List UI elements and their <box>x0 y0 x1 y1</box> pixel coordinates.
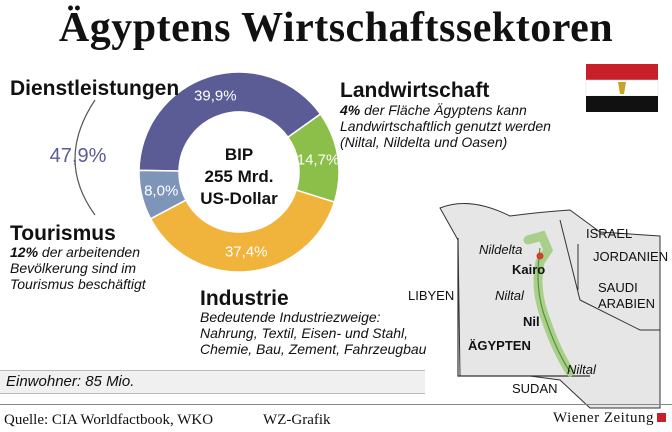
brand-logo: Wiener Zeitung <box>553 410 666 427</box>
legend-dienstleistungen: Dienstleistungen <box>10 77 180 100</box>
egypt-map: Nildelta Kairo Niltal Nil Niltal ÄGYPTEN… <box>408 203 668 409</box>
map-label-kairo: Kairo <box>512 262 545 277</box>
industrie-note: Bedeutende Industriezweige: Nahrung, Tex… <box>200 309 427 357</box>
egypt-flag <box>585 64 659 112</box>
tourismus-note-text: der arbeitenden Bevölkerung sind im Tour… <box>10 244 146 292</box>
tourismus-note: 12% der arbeitenden Bevölkerung sind im … <box>10 244 170 292</box>
center-label-line-2: 255 Mrd. <box>205 167 274 186</box>
map-label-nildelta: Nildelta <box>479 242 522 257</box>
donut-hole <box>179 112 299 232</box>
slice-label-industrie: 37,4% <box>225 244 268 261</box>
map-label-niltal-south: Niltal <box>567 362 597 377</box>
group-bracket <box>74 99 96 216</box>
map-label-israel: ISRAEL <box>586 226 632 241</box>
footer-source: Quelle: CIA Worldfactbook, WKO WZ-Grafik <box>4 412 331 429</box>
flag-eagle-icon <box>618 82 626 94</box>
flag-black-stripe <box>586 96 658 112</box>
map-background <box>439 203 661 409</box>
footer-credit: WZ-Grafik <box>263 412 331 428</box>
center-label-line-1: BIP <box>225 145 253 164</box>
map-label-niltal-north: Niltal <box>495 288 525 303</box>
nile-river <box>537 247 571 373</box>
red-sea-coast <box>559 219 660 331</box>
slice-label-landwirtschaft: 14,7% <box>297 152 340 169</box>
pie-slice-tourismus <box>138 169 187 220</box>
egypt-border <box>457 238 590 377</box>
map-label-saudi-line-2: ARABIEN <box>598 296 655 311</box>
footer-divider <box>0 404 672 405</box>
slice-label-tourismus: 8,0% <box>144 183 178 200</box>
population-bar: Einwohner: 85 Mio. <box>0 370 425 394</box>
map-label-aegypten: ÄGYPTEN <box>468 338 531 353</box>
brand-name: Wiener Zeitung <box>553 410 654 426</box>
map-label-jordanien: JORDANIEN <box>593 249 668 264</box>
population-text: Einwohner: 85 Mio. <box>6 373 135 390</box>
map-label-libyen: LIBYEN <box>408 288 454 303</box>
landwirtschaft-note: 4% der Fläche Ägyptens kann Landwirtscha… <box>340 102 580 150</box>
map-label-saudi-line-1: SAUDI <box>598 280 638 295</box>
legend-tourismus: Tourismus <box>10 222 116 245</box>
center-label-line-3: US-Dollar <box>200 189 278 208</box>
map-label-sudan: SUDAN <box>512 381 558 396</box>
brand-mark-icon <box>657 413 666 422</box>
kairo-marker-icon <box>536 252 544 260</box>
slice-label-dienstleistungen: 39,9% <box>194 88 237 105</box>
landwirtschaft-note-text: der Fläche Ägyptens kann Landwirtschaftl… <box>340 102 551 150</box>
legend-industrie: Industrie <box>200 287 289 310</box>
landwirtschaft-note-bold: 4% <box>340 102 361 118</box>
group-total-label: 47,9% <box>50 145 107 167</box>
chart-title: Ägyptens Wirtschaftssektoren <box>58 5 614 51</box>
legend-landwirtschaft: Landwirtschaft <box>340 79 490 102</box>
tourismus-note-bold: 12% <box>10 244 39 260</box>
footer-source-text: Quelle: CIA Worldfactbook, WKO <box>4 412 214 428</box>
flag-red-stripe <box>586 64 658 80</box>
map-label-nil: Nil <box>523 314 540 329</box>
